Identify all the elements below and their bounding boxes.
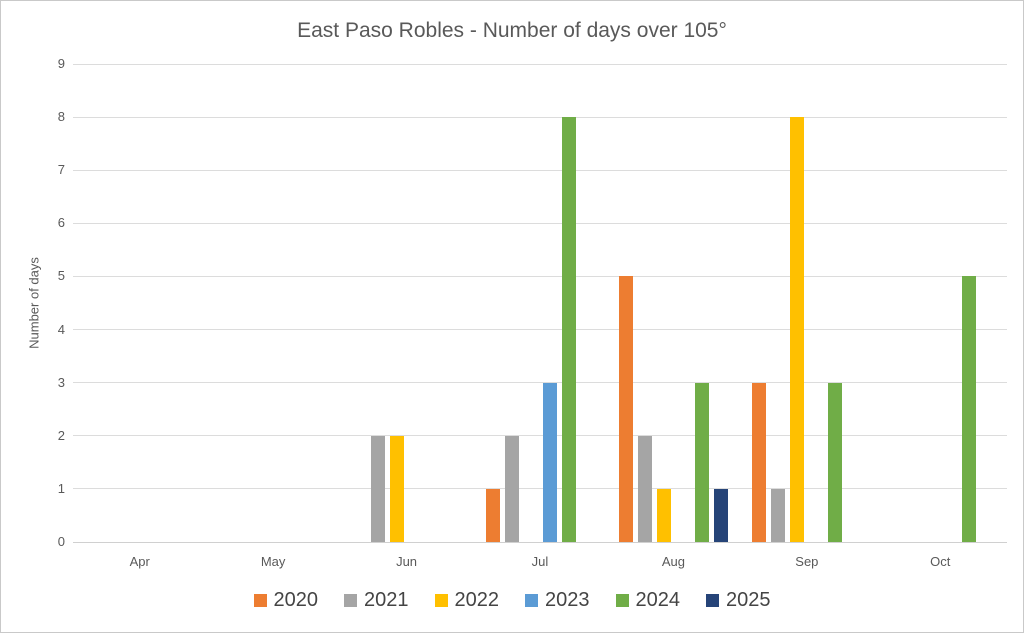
gridline-y-1	[73, 488, 1007, 490]
x-tick-label-aug: Aug	[661, 554, 685, 569]
gridline-y-4	[73, 329, 1007, 331]
gridline-y-7	[73, 169, 1007, 171]
x-tick-label-jul: Jul	[531, 554, 549, 569]
gridline-y-8	[73, 116, 1007, 118]
y-tick-label-5: 5	[57, 268, 65, 284]
bar-group-oct	[886, 64, 995, 542]
x-tick-label-oct: Oct	[930, 554, 951, 569]
gridline-y-6	[73, 222, 1007, 224]
legend-swatch-2025	[706, 594, 719, 607]
gridline-y-9	[73, 63, 1007, 65]
bar-2020-jul	[485, 489, 500, 542]
bar-2022-sep	[790, 117, 805, 542]
chart-title: East Paso Robles - Number of days over 1…	[297, 19, 727, 42]
gridline-y-2	[73, 435, 1007, 437]
legend-label-2020: 2020	[273, 589, 319, 611]
bar-2020-aug	[618, 276, 633, 542]
bar-2021-aug	[637, 436, 652, 542]
x-tick-label-jun: Jun	[396, 554, 418, 569]
legend-label-2024: 2024	[635, 589, 681, 611]
gridline-y-0	[73, 541, 1007, 543]
legend-swatch-2020	[253, 594, 267, 607]
legend-swatch-2023	[525, 594, 538, 607]
legend-label-2025: 2025	[726, 589, 771, 611]
y-tick-label-6: 6	[57, 215, 65, 231]
y-tick-label-8: 8	[57, 109, 65, 125]
bar-group-sep	[752, 64, 861, 542]
legend: 2020 2021 2022 2023 2024 2025	[1, 589, 1023, 612]
legend-item-2023: 2023	[525, 589, 590, 612]
y-tick-label-7: 7	[57, 162, 65, 178]
bar-2024-aug	[694, 383, 709, 542]
bar-2024-oct	[961, 276, 976, 542]
bar-group-jul	[485, 64, 595, 542]
bar-2021-jul	[504, 436, 519, 542]
gridline-y-5	[73, 275, 1007, 277]
legend-swatch-2024	[615, 594, 629, 607]
legend-item-2020: 2020	[253, 589, 319, 612]
legend-label-2023: 2023	[545, 589, 590, 611]
bar-2021-sep	[771, 489, 786, 542]
bar-2022-aug	[656, 489, 671, 542]
bar-2025-aug	[713, 489, 728, 542]
bar-2024-sep	[828, 383, 843, 542]
legend-item-2025: 2025	[706, 589, 771, 612]
legend-item-2022: 2022	[434, 589, 500, 612]
bar-group-aug	[618, 64, 728, 542]
x-tick-label-sep: Sep	[795, 554, 819, 569]
bar-2022-jun	[390, 436, 405, 542]
x-tick-label-may: May	[260, 554, 286, 569]
y-tick-label-3: 3	[57, 374, 65, 390]
legend-swatch-2022	[434, 594, 448, 607]
y-tick-label-0: 0	[57, 534, 65, 549]
bar-2021-jun	[371, 436, 386, 542]
legend-item-2021: 2021	[344, 589, 409, 612]
bar-2024-jul	[561, 117, 576, 542]
y-tick-label-4: 4	[57, 321, 65, 337]
x-tick-label-apr: Apr	[129, 554, 150, 569]
legend-item-2024: 2024	[615, 589, 681, 612]
bar-group-may	[219, 64, 328, 542]
legend-swatch-2021	[344, 594, 357, 607]
legend-label-2022: 2022	[454, 589, 500, 611]
bar-group-jun	[352, 64, 461, 542]
y-tick-label-1: 1	[57, 480, 65, 496]
y-tick-label-9: 9	[57, 56, 65, 71]
legend-label-2021: 2021	[364, 589, 409, 611]
bar-2023-jul	[542, 383, 557, 542]
y-tick-label-2: 2	[57, 427, 65, 443]
gridline-y-3	[73, 382, 1007, 384]
bar-2020-sep	[752, 383, 767, 542]
bar-group-apr	[85, 64, 194, 542]
